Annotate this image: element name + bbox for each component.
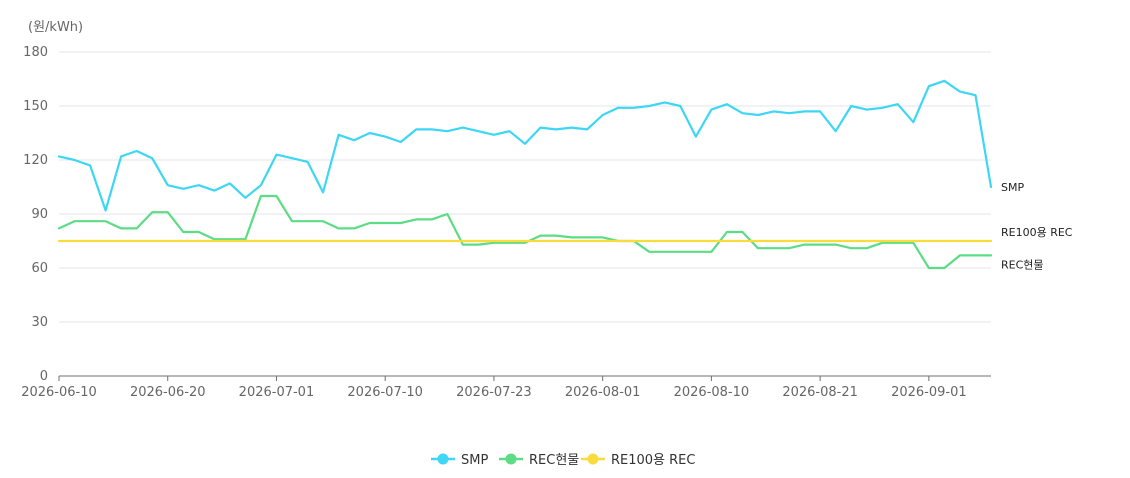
x-tick-label: 2026-08-10	[674, 385, 750, 400]
legend-label: REC현물	[529, 453, 579, 468]
series-line-rec[interactable]	[57, 194, 993, 270]
y-tick-label: 0	[40, 369, 48, 384]
y-tick-label: 90	[31, 207, 48, 222]
y-axis-unit-label: (원/kWh)	[28, 20, 83, 35]
grid	[59, 51, 991, 323]
x-tick-label: 2026-07-01	[239, 385, 315, 400]
x-tick-label: 2026-07-23	[456, 385, 532, 400]
legend-label: RE100용 REC	[611, 453, 695, 468]
y-tick-label: 60	[31, 261, 48, 276]
y-tick-label: 30	[31, 315, 48, 330]
y-tick-label: 120	[23, 153, 48, 168]
x-tick-label: 2026-06-20	[130, 385, 206, 400]
legend-item[interactable]: REC현물	[499, 453, 579, 468]
legend-swatch-dot	[437, 453, 449, 465]
legend-swatch-dot	[587, 453, 599, 465]
series-line-smp[interactable]	[57, 79, 993, 212]
legend-label: SMP	[461, 453, 488, 468]
series-end-labels: SMP REC현물 RE100용 REC	[1001, 181, 1073, 271]
x-tick-label: 2026-08-01	[565, 385, 641, 400]
x-tick-label: 2026-07-10	[347, 385, 423, 400]
legend-item[interactable]: SMP	[431, 453, 488, 468]
legend-swatch-dot	[505, 453, 517, 465]
x-tick-label: 2026-08-21	[782, 385, 858, 400]
axes: 0 30 60 90 120 150 180 2026-06-10 2026-06-20 2026…	[21, 45, 991, 400]
series-end-label: REC현물	[1001, 258, 1044, 271]
legend-item[interactable]: RE100용 REC	[581, 453, 695, 468]
x-tick-label: 2026-06-10	[21, 385, 97, 400]
legend[interactable]: SMP REC현물 RE100용 REC	[431, 453, 695, 468]
x-tick-label: 2026-09-01	[891, 385, 967, 400]
series-end-label: SMP	[1001, 181, 1024, 194]
series-lines	[57, 79, 993, 270]
series-end-label: RE100용 REC	[1001, 226, 1073, 239]
y-tick-label: 150	[23, 99, 48, 114]
y-tick-label: 180	[23, 45, 48, 60]
